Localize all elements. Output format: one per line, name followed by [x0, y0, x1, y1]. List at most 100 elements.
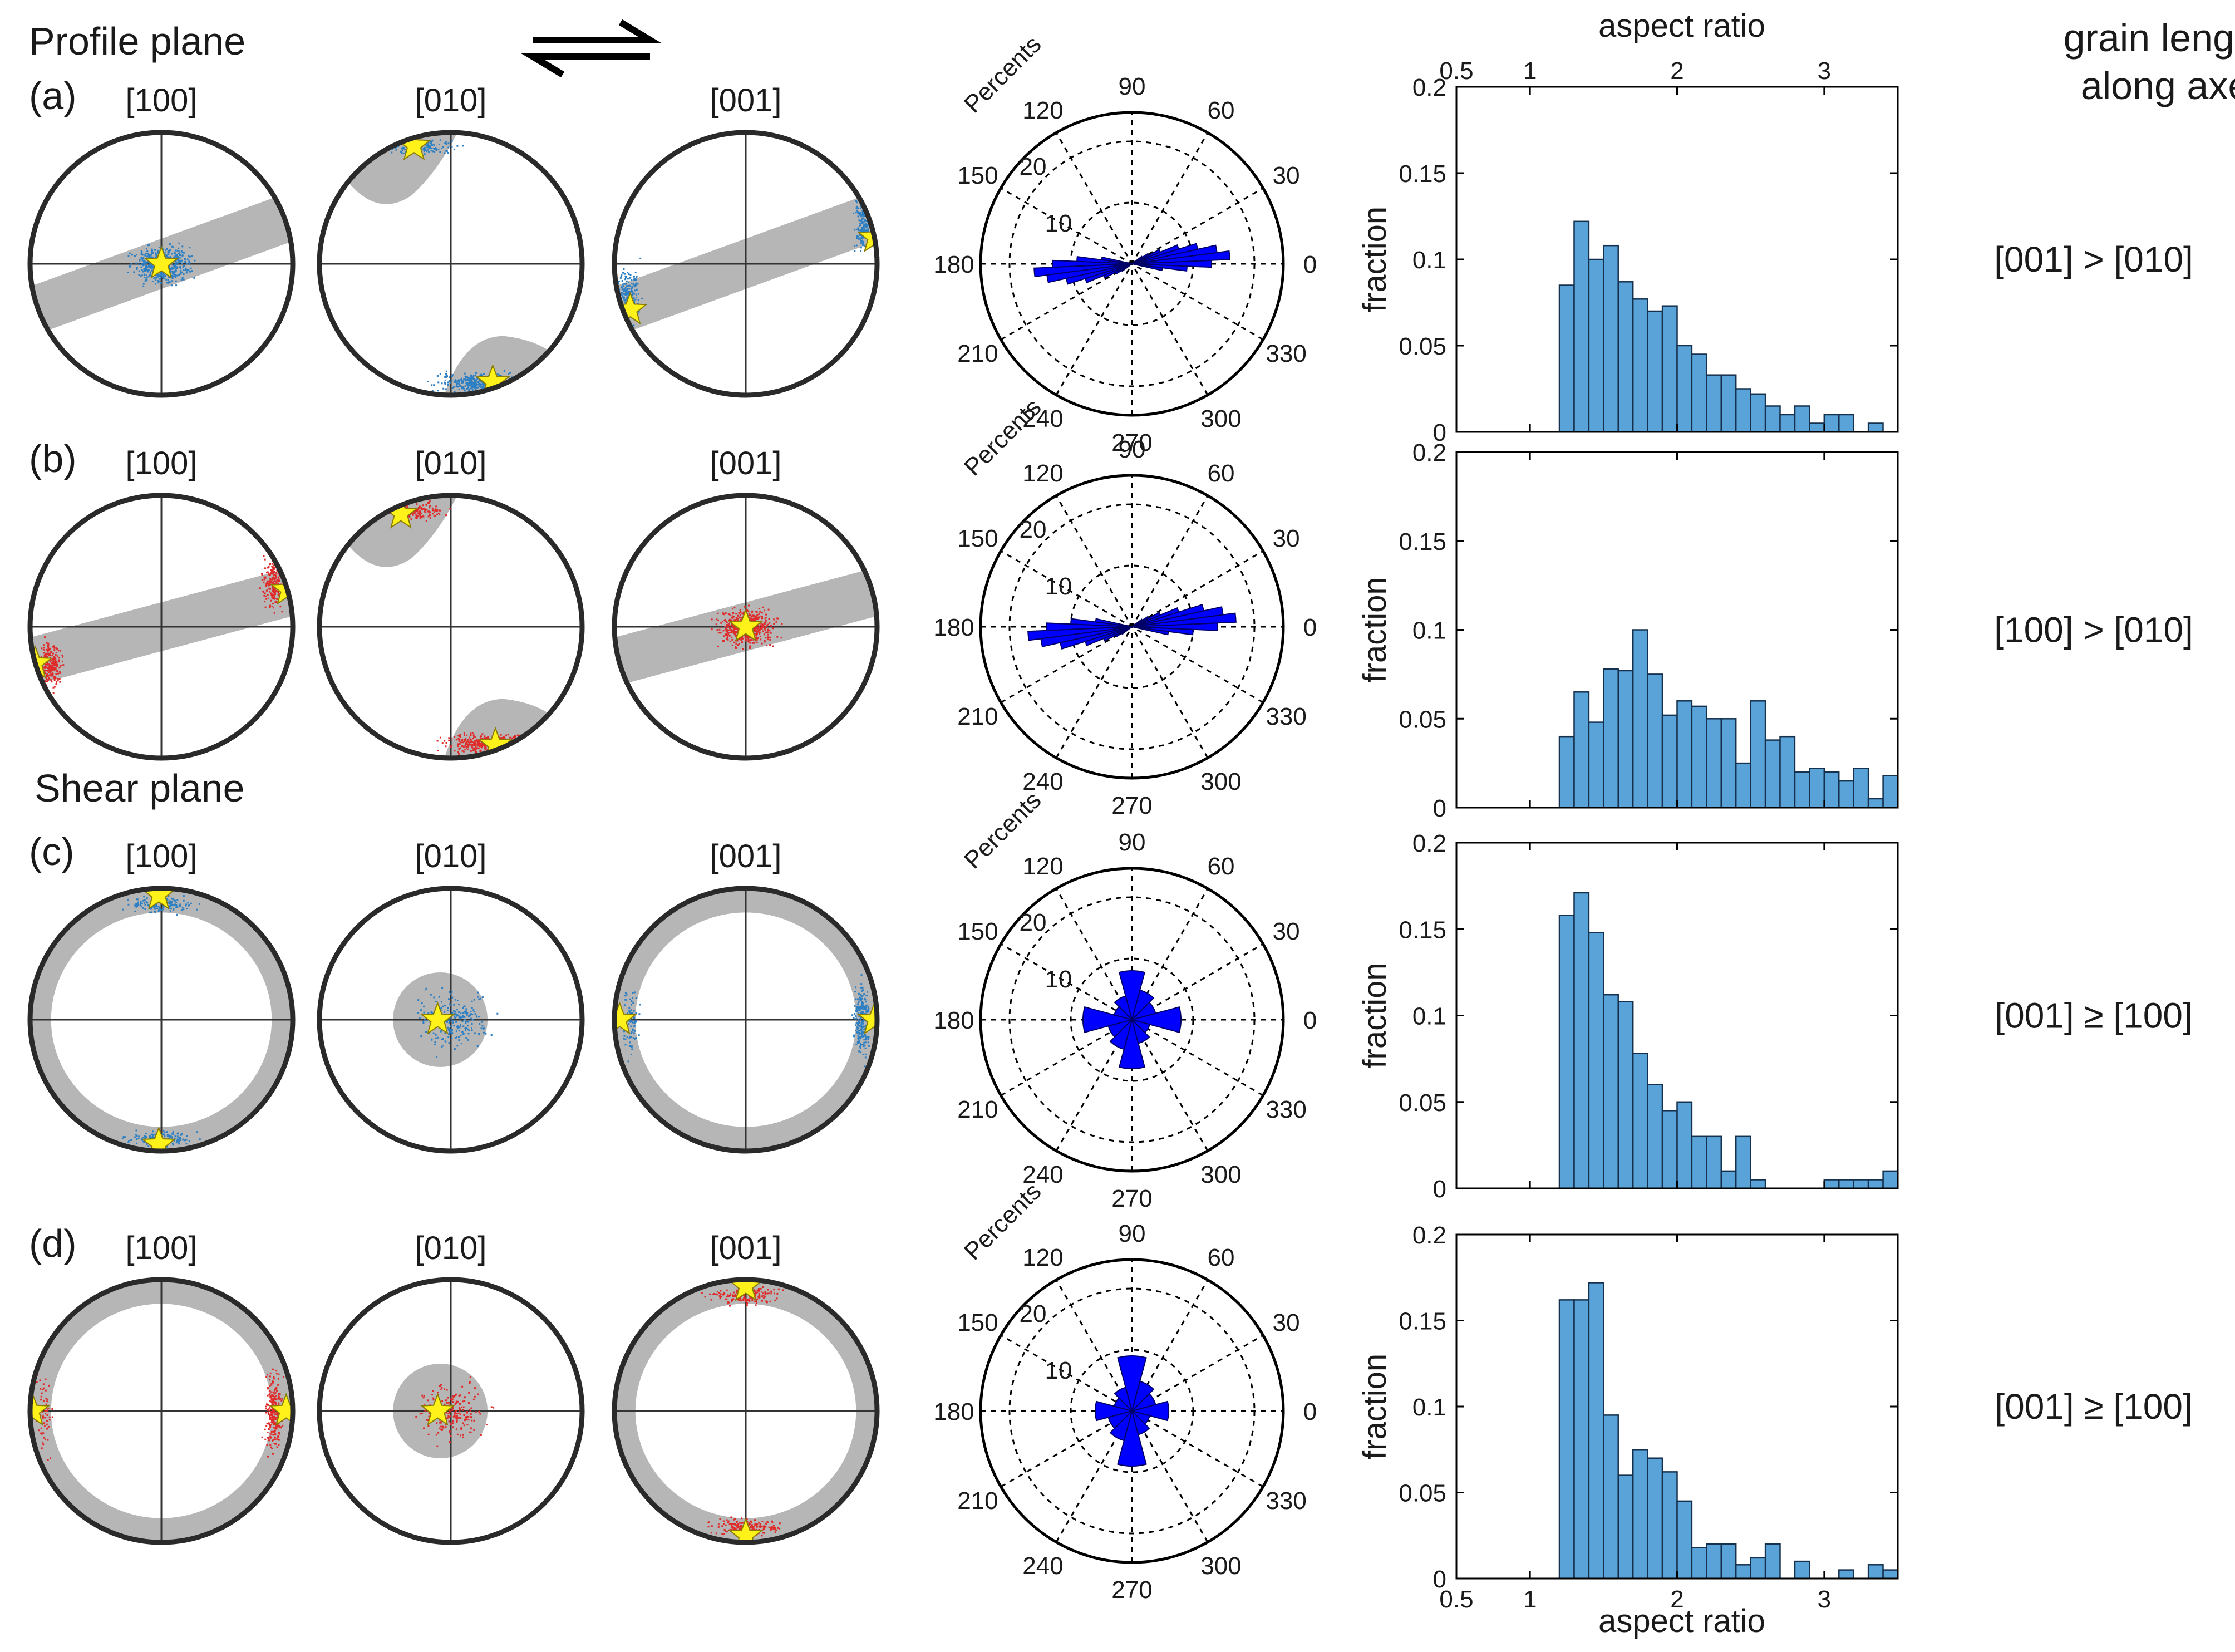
- pole-figure-title: [001]: [710, 1230, 782, 1266]
- hist-bar: [1588, 258, 1604, 433]
- rose-angle-label: 240: [1022, 405, 1063, 432]
- mean-axis-star: [420, 1393, 455, 1426]
- pole-figure-content: [614, 888, 877, 1151]
- rose-angle-label: 150: [957, 525, 998, 552]
- rose-outline: [979, 111, 1285, 417]
- pole-points: [417, 987, 499, 1058]
- hist-bar: [1558, 1299, 1575, 1580]
- hist-top-xticks: 0.5 1 2 3: [1439, 57, 1831, 85]
- rose-angle-label: 300: [1200, 405, 1241, 432]
- hist-bar: [1588, 932, 1604, 1189]
- rose-angle-label: 90: [1119, 73, 1146, 100]
- hist-bar: [1632, 1449, 1648, 1580]
- hist-bar: [1691, 1547, 1707, 1580]
- rose-angle-label: 30: [1273, 525, 1300, 552]
- rose-angle-label: 210: [957, 1487, 998, 1515]
- pole-figure-title: [010]: [415, 82, 487, 119]
- hist-bar: [1603, 244, 1619, 433]
- hist-ylabel: fraction: [1357, 1354, 1393, 1459]
- hist-bar: [1809, 422, 1825, 433]
- hist-bar: [1794, 405, 1810, 433]
- hist-bar: [1573, 1299, 1590, 1580]
- row-label: (b): [29, 437, 77, 480]
- rose-angle-label: 180: [933, 1398, 974, 1425]
- hist-ylabel: fraction: [1357, 962, 1393, 1068]
- hist-ytick-label: 0: [1433, 795, 1446, 822]
- primitive-circle: [27, 130, 296, 398]
- hist-ytick-label: 0.05: [1399, 1089, 1446, 1117]
- rose-angle-label: 270: [1111, 1576, 1152, 1604]
- primitive-circle: [317, 493, 585, 761]
- hist-xtick-label: 0.5: [1439, 1586, 1473, 1613]
- hist-bottom-xlabel: aspect ratio: [1598, 1603, 1765, 1639]
- hist-bar: [1867, 1179, 1884, 1189]
- rose-diagram: 03060901201501802102402703003301020Perce…: [933, 394, 1317, 819]
- pole-figure-title: [001]: [710, 838, 782, 874]
- rose-r-label: 20: [1020, 516, 1047, 543]
- row-0: (a) [100] [010] [001]0306090120150180210240…: [27, 31, 2193, 456]
- rose-angle-label: 300: [1200, 1552, 1241, 1580]
- grain-length-relation: [001] ≥ [100]: [1995, 996, 2192, 1036]
- hist-bar: [1867, 1564, 1884, 1580]
- pole-figure-title: [010]: [415, 1230, 487, 1266]
- hist-bar: [1588, 1282, 1604, 1580]
- rose-angle-label: 30: [1273, 162, 1300, 189]
- rose-angle-label: 180: [933, 1007, 974, 1034]
- hist-bar: [1632, 298, 1648, 433]
- rose-angle-label: 120: [1022, 97, 1063, 124]
- pole-figure: [010]: [317, 82, 585, 398]
- hist-bar: [1838, 414, 1854, 433]
- rose-angle-label: 180: [933, 614, 974, 641]
- rose-angle-label: 330: [1266, 340, 1306, 367]
- rose-angle-label: 60: [1208, 1244, 1235, 1271]
- pole-figure-content: [319, 888, 582, 1151]
- hist-bar: [1676, 700, 1693, 809]
- rose-angle-label: 30: [1273, 918, 1300, 945]
- hist-bar: [1853, 768, 1869, 809]
- pole-figure-content: [30, 888, 293, 1151]
- hist-bar: [1617, 1474, 1634, 1580]
- hist-bar: [1823, 414, 1840, 433]
- rose-angle-label: 210: [957, 703, 998, 730]
- primitive-circle: [27, 1277, 296, 1545]
- hist-bar: [1867, 798, 1884, 809]
- pole-figure: [100]: [27, 445, 296, 761]
- hist-bar: [1794, 1560, 1810, 1580]
- pole-figure-content: [30, 132, 293, 395]
- rose-petal: [1114, 1386, 1133, 1413]
- rose-angle-label: 240: [1022, 1552, 1063, 1580]
- grain-length-relation: [001] > [010]: [1994, 239, 2193, 279]
- mean-axis-star: [268, 1393, 293, 1426]
- hist-bar: [1691, 705, 1707, 809]
- hist-bar: [1647, 1457, 1663, 1580]
- hist-xtick-label: 3: [1818, 1586, 1831, 1613]
- hist-bar: [1603, 1414, 1619, 1580]
- pole-figure-content: [614, 1280, 877, 1542]
- rose-diagram: 03060901201501802102402703003301020Perce…: [933, 31, 1317, 456]
- cluster-blob-bottom: [444, 699, 569, 758]
- histogram: 0 0.05 0.1 0.15 0.2 fraction: [1357, 74, 1899, 446]
- rose-r-label: 20: [1020, 153, 1047, 180]
- primitive-circle: [612, 493, 880, 761]
- rose-angle-label: 150: [957, 1309, 998, 1336]
- rose-angle-label: 0: [1303, 251, 1317, 278]
- hist-bar: [1588, 721, 1604, 809]
- hist-bar: [1706, 1135, 1722, 1189]
- rose-petal: [1117, 1409, 1147, 1467]
- hist-bar: [1573, 220, 1590, 433]
- hist-bar: [1838, 1569, 1854, 1580]
- row-label: (d): [29, 1222, 77, 1265]
- pole-figure-content: [614, 132, 877, 395]
- hist-bar: [1720, 374, 1737, 433]
- rose-r-label: 10: [1045, 210, 1072, 237]
- pole-figure: [001]: [612, 82, 880, 398]
- hist-bar: [1764, 405, 1781, 433]
- hist-ytick-label: 0.15: [1399, 160, 1446, 188]
- hist-bar: [1882, 1569, 1899, 1580]
- rose-petal: [1118, 970, 1146, 1022]
- mean-axis-star: [728, 1517, 764, 1542]
- rose-angle-label: 150: [957, 162, 998, 189]
- rose-angle-label: 240: [1022, 1161, 1063, 1188]
- rose-angle-label: 60: [1208, 853, 1235, 880]
- pole-figure-content: [614, 495, 877, 758]
